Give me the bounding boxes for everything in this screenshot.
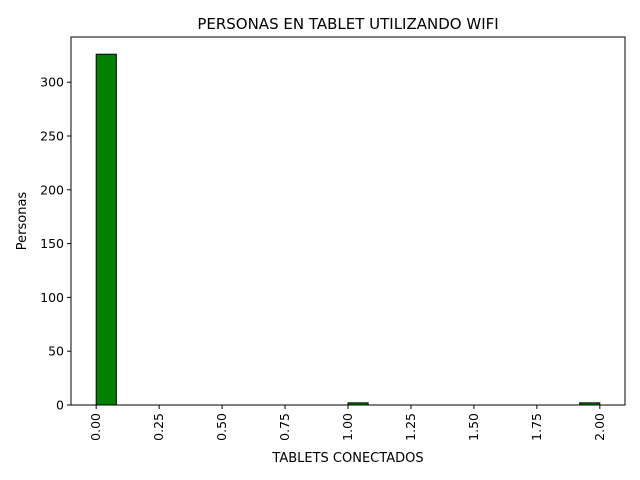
x-tick-label-3: 0.75 bbox=[277, 413, 292, 441]
x-tick-label-6: 1.50 bbox=[466, 413, 481, 441]
y-ticks-group: 0 50 100 150 200 250 300 bbox=[40, 75, 71, 413]
y-tick-label-2: 100 bbox=[40, 290, 64, 305]
y-axis-label: Personas bbox=[15, 192, 30, 251]
plot-frame bbox=[70, 36, 626, 406]
chart-title: PERSONAS EN TABLET UTILIZANDO WIFI bbox=[197, 15, 498, 33]
y-tick-label-0: 0 bbox=[56, 398, 64, 413]
y-tick-label-3: 150 bbox=[40, 236, 64, 251]
x-ticks-group: 0.00 0.25 0.50 0.75 1.00 1.25 1.50 1.75 2.00 bbox=[88, 405, 607, 441]
x-axis-label: TABLETS CONECTADOS bbox=[271, 451, 423, 466]
x-tick-label-0: 0.00 bbox=[88, 413, 103, 441]
x-tick-label-1: 0.25 bbox=[151, 413, 166, 441]
y-tick-label-6: 300 bbox=[40, 75, 64, 90]
x-tick-label-4: 1.00 bbox=[340, 413, 355, 441]
histogram-bar-0 bbox=[95, 53, 117, 406]
x-tick-label-8: 2.00 bbox=[592, 413, 607, 441]
y-tick-label-1: 50 bbox=[48, 344, 64, 359]
bars-group bbox=[95, 53, 601, 406]
x-tick-label-2: 0.50 bbox=[214, 413, 229, 441]
y-tick-label-5: 250 bbox=[40, 128, 64, 143]
x-tick-label-5: 1.25 bbox=[403, 413, 418, 441]
x-tick-label-7: 1.75 bbox=[529, 413, 544, 441]
y-tick-label-4: 200 bbox=[40, 182, 64, 197]
